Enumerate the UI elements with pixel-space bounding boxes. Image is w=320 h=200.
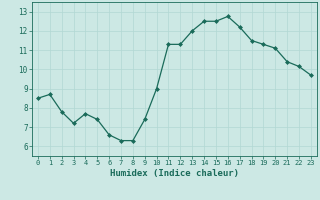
X-axis label: Humidex (Indice chaleur): Humidex (Indice chaleur) (110, 169, 239, 178)
